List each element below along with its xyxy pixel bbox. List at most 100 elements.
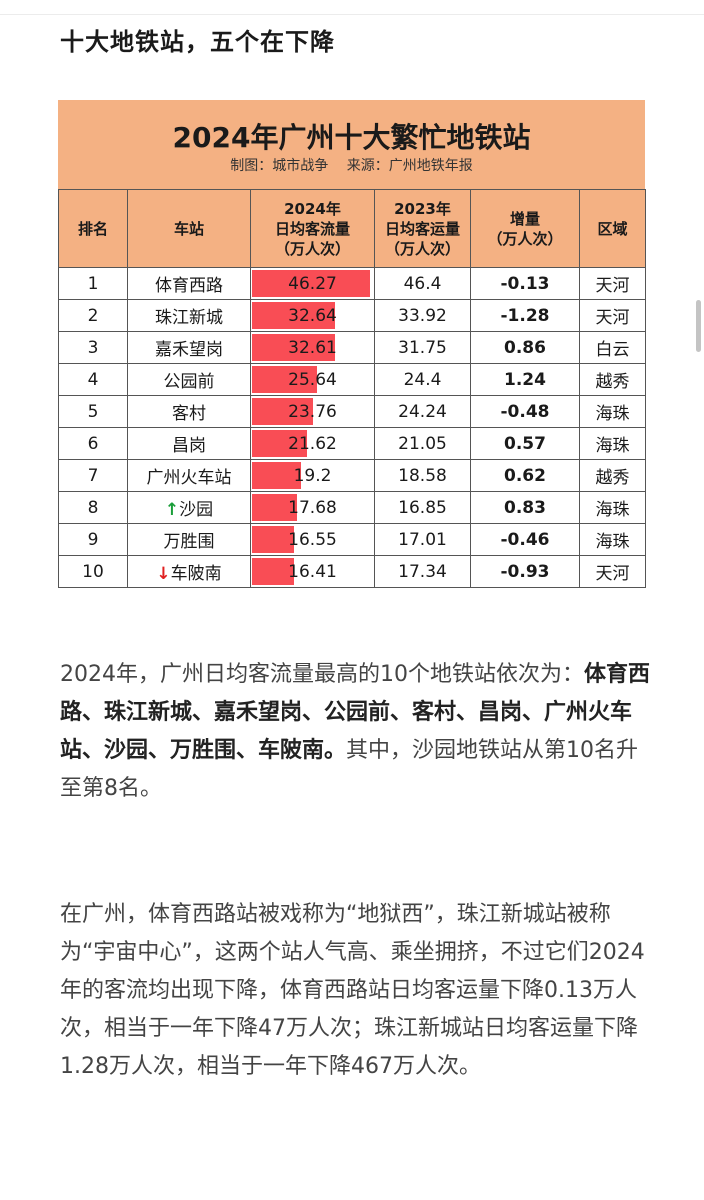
ridership-bar [252,302,336,329]
diff-cell: -0.93 [470,555,580,588]
header-station: 车站 [127,189,251,268]
district-cell: 海珠 [579,427,646,460]
station-name: 广州火车站 [146,468,232,488]
station-cell: 客村 [127,395,251,428]
rank-cell: 10 [58,555,128,588]
header-diff: 增量 （万人次） [470,189,580,268]
ridership-2024-value: 21.62 [288,433,337,454]
station-cell: 万胜围 [127,523,251,556]
infographic-title: 2024年广州十大繁忙地铁站 [172,121,531,154]
ridership-2024-cell: 32.61 [250,331,375,364]
ridership-2024-cell: 46.27 [250,267,375,300]
rank-cell: 2 [58,299,128,332]
table-header-row: 排名 车站 2024年 日均客流量 （万人次） 2023年 日均客运量 （万人次… [58,189,646,268]
diff-cell: 1.24 [470,363,580,396]
ridership-2024-value: 19.2 [293,465,332,486]
rank-cell: 9 [58,523,128,556]
diff-cell: 0.86 [470,331,580,364]
paragraph-ranking-list: 体育西路、珠江新城、嘉禾望岗、公园前、客村、昌岗、广州火车站、沙园、万胜围、车陂… [60,662,650,763]
district-cell: 白云 [579,331,646,364]
station-cell: 体育西路 [127,267,251,300]
table-row: 5 客村 23.76 24.24 -0.48 海珠 [58,395,646,428]
arrow-down-icon: ↓ [156,564,171,584]
rank-cell: 3 [58,331,128,364]
ridership-bar [252,430,308,457]
rank-cell: 6 [58,427,128,460]
station-cell: 珠江新城 [127,299,251,332]
infographic-credits: 制图：城市战争 来源：广州地铁年报 [58,155,645,175]
ridership-2024-cell: 23.76 [250,395,375,428]
ridership-bar [252,558,294,585]
station-name: 公园前 [163,372,215,392]
diff-cell: -1.28 [470,299,580,332]
scrollbar-thumb[interactable] [696,300,701,352]
ridership-2023-cell: 46.4 [374,267,471,300]
table-row: 3 嘉禾望岗 32.61 31.75 0.86 白云 [58,331,646,364]
ridership-2024-cell: 19.2 [250,459,375,492]
table-row: 4 公园前 25.64 24.4 1.24 越秀 [58,363,646,396]
district-cell: 海珠 [579,491,646,524]
ridership-2023-cell: 24.24 [374,395,471,428]
credit-source: 来源：广州地铁年报 [346,158,473,174]
diff-cell: -0.13 [470,267,580,300]
district-cell: 海珠 [579,395,646,428]
rank-cell: 4 [58,363,128,396]
table-row: 8 ↑沙园 17.68 16.85 0.83 海珠 [58,491,646,524]
rank-cell: 5 [58,395,128,428]
station-name: 沙园 [179,500,214,520]
table-row: 6 昌岗 21.62 21.05 0.57 海珠 [58,427,646,460]
ridership-2024-value: 16.41 [288,561,337,582]
station-name: 昌岗 [172,436,206,456]
ridership-bar [252,334,336,361]
ridership-2024-cell: 16.55 [250,523,375,556]
paragraph-ranking: 2024年，广州日均客流量最高的10个地铁站依次为：体育西路、珠江新城、嘉禾望岗… [60,656,650,808]
ranking-rows: 1 体育西路 46.27 46.4 -0.13 天河 2 珠江新城 32.64 33.92 -1.2… [58,267,646,588]
header-rank: 排名 [58,189,128,268]
station-name: 珠江新城 [155,308,223,328]
diff-cell: -0.48 [470,395,580,428]
paragraph-decline: 在广州，体育西路站被戏称为“地狱西”，珠江新城站被称为“宇宙中心”，这两个站人气… [60,902,645,1079]
station-name: 万胜围 [163,532,215,552]
table-row: 1 体育西路 46.27 46.4 -0.13 天河 [58,267,646,300]
ridership-2023-cell: 21.05 [374,427,471,460]
district-cell: 天河 [579,555,646,588]
header-district: 区域 [579,189,646,268]
top-divider [0,0,704,15]
station-cell: 广州火车站 [127,459,251,492]
ranking-infographic: 2024年广州十大繁忙地铁站 制图：城市战争 来源：广州地铁年报 排名 车站 2… [58,100,646,590]
ridership-bar [252,398,313,425]
ridership-2024-value: 32.64 [288,305,337,326]
diff-cell: 0.62 [470,459,580,492]
ridership-bar [252,270,370,297]
rank-cell: 8 [58,491,128,524]
ridership-bar [252,494,298,521]
ridership-2023-cell: 17.01 [374,523,471,556]
station-cell: ↑沙园 [127,491,251,524]
ridership-2024-cell: 17.68 [250,491,375,524]
diff-cell: 0.57 [470,427,580,460]
header-2023: 2023年 日均客运量 （万人次） [374,189,471,268]
ridership-2023-cell: 16.85 [374,491,471,524]
ridership-2024-value: 25.64 [288,369,337,390]
station-name: 客村 [172,404,206,424]
ridership-bar [252,366,318,393]
paragraph-ranking-tail: 其中，沙园地铁站从第10名升至第8名。 [60,738,639,801]
station-cell: 公园前 [127,363,251,396]
district-cell: 越秀 [579,459,646,492]
table-row: 10 ↓车陂南 16.41 17.34 -0.93 天河 [58,555,646,588]
table-row: 2 珠江新城 32.64 33.92 -1.28 天河 [58,299,646,332]
header-2024: 2024年 日均客流量 （万人次） [250,189,375,268]
ridership-2023-cell: 31.75 [374,331,471,364]
district-cell: 海珠 [579,523,646,556]
ridership-2024-cell: 21.62 [250,427,375,460]
ridership-2024-cell: 16.41 [250,555,375,588]
station-cell: 嘉禾望岗 [127,331,251,364]
station-name: 体育西路 [155,276,223,296]
ridership-2024-value: 32.61 [288,337,337,358]
ridership-2024-value: 46.27 [288,273,337,294]
paragraph-ranking-intro: 2024年，广州日均客流量最高的10个地铁站依次为： [60,662,584,687]
table-row: 7 广州火车站 19.2 18.58 0.62 越秀 [58,459,646,492]
section-heading: 十大地铁站，五个在下降 [60,28,335,56]
diff-cell: 0.83 [470,491,580,524]
ridership-2024-cell: 25.64 [250,363,375,396]
